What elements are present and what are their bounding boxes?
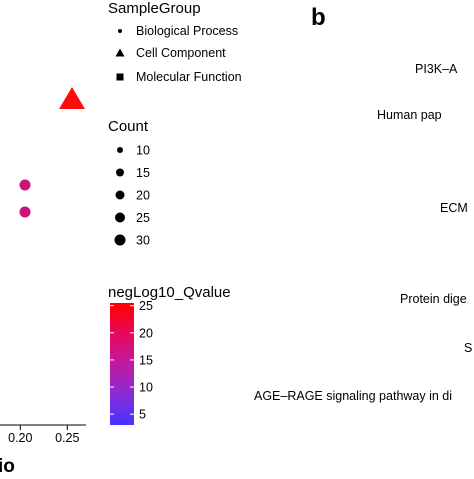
legend-size: Count 10 15 20 25 30 bbox=[108, 118, 150, 248]
term-label: Human pap bbox=[377, 108, 442, 122]
legend-size-circle bbox=[116, 168, 124, 177]
panel-label-b: b bbox=[311, 4, 326, 31]
term-label: PI3K–A bbox=[415, 62, 458, 76]
data-point-circle bbox=[19, 179, 31, 191]
colorbar-tick-label: 10 bbox=[139, 381, 153, 395]
colorbar-ticks: 25 20 15 10 5 bbox=[110, 299, 153, 422]
legend-size-circle bbox=[117, 147, 123, 153]
colorbar-tick-label: 25 bbox=[139, 299, 153, 313]
data-point-triangle bbox=[59, 87, 85, 109]
legend-shape-square-icon bbox=[116, 73, 124, 81]
legend-size-label: 10 bbox=[136, 144, 150, 158]
term-label: ECM bbox=[440, 201, 468, 215]
x-tick-label: 0.20 bbox=[8, 431, 32, 445]
colorbar-tick-label: 5 bbox=[139, 408, 146, 422]
panel-b: b PI3K–A Human pap ECM Protein dige S AG… bbox=[254, 4, 472, 403]
legend-size-title: Count bbox=[108, 118, 149, 135]
term-label: Protein dige bbox=[400, 292, 467, 306]
legend-color: negLog10_Qvalue 25 20 15 10 5 bbox=[108, 284, 231, 425]
legend-shape-item: Biological Process bbox=[136, 24, 238, 38]
x-axis-title: io bbox=[0, 456, 15, 474]
legend-size-circle bbox=[115, 212, 125, 223]
colorbar bbox=[110, 303, 134, 425]
legend-size-label: 20 bbox=[136, 189, 150, 203]
legend-shape-item: Cell Component bbox=[136, 46, 226, 60]
colorbar-tick-label: 15 bbox=[139, 353, 153, 367]
legend-shape-title: SampleGroup bbox=[108, 0, 201, 17]
legend-shape-triangle-icon bbox=[115, 48, 125, 57]
legend-shape: SampleGroup Biological Process Cell Comp… bbox=[108, 0, 242, 84]
legend-size-circle bbox=[115, 190, 125, 200]
legend-size-label: 15 bbox=[136, 166, 150, 180]
term-label: S bbox=[464, 341, 472, 355]
points-layer bbox=[19, 87, 85, 218]
term-label: AGE–RAGE signaling pathway in di bbox=[254, 389, 452, 403]
colorbar-tick-label: 20 bbox=[139, 326, 153, 340]
legend-color-title: negLog10_Qvalue bbox=[108, 284, 231, 301]
x-ticks: 0.20 0.25 bbox=[8, 425, 80, 445]
legend-size-items: 10 15 20 25 30 bbox=[114, 144, 150, 248]
legend-size-label: 30 bbox=[136, 234, 150, 248]
legend-size-circle bbox=[114, 234, 126, 246]
panel-a-plot: 0.20 0.25 io bbox=[0, 87, 86, 477]
legend-shape-point-icon bbox=[118, 29, 122, 33]
legend-shape-item: Molecular Function bbox=[136, 70, 242, 84]
legend-size-label: 25 bbox=[136, 211, 150, 225]
data-point-circle bbox=[19, 206, 31, 218]
x-tick-label: 0.25 bbox=[55, 431, 79, 445]
